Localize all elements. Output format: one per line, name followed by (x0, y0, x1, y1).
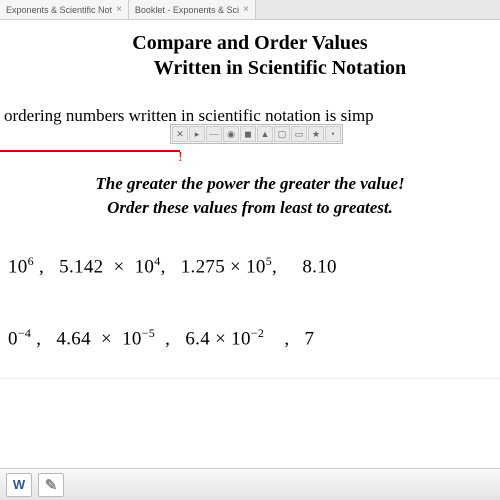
close-icon[interactable]: × (116, 4, 122, 15)
page-title-1: Compare and Order Values (0, 32, 500, 55)
tab-label: Booklet - Exponents & Sci (135, 5, 239, 15)
close-icon[interactable]: × (243, 4, 249, 15)
app-icon[interactable]: ✎ (38, 473, 64, 497)
word-app-icon[interactable]: W (6, 473, 32, 497)
page-break (0, 378, 500, 418)
tool-btn[interactable]: ▢ (274, 126, 290, 142)
instruction-line-1: The greater the power the greater the va… (0, 172, 500, 196)
tool-btn[interactable]: — (206, 126, 222, 142)
tool-btn[interactable]: ★ (308, 126, 324, 142)
tool-btn[interactable]: ▲ (257, 126, 273, 142)
math-row-1: 106 , 5.142 × 104, 1.275 × 105, 8.10 (0, 254, 500, 278)
body-text-partial: ordering numbers written in scientific n… (0, 106, 500, 126)
taskbar: W ✎ (0, 468, 500, 500)
tool-btn[interactable]: ◉ (223, 126, 239, 142)
tab-label: Exponents & Scientific Not (6, 5, 112, 15)
tab-booklet[interactable]: Booklet - Exponents & Sci × (129, 0, 256, 19)
instruction-line-2: Order these values from least to greates… (0, 196, 500, 220)
floating-toolbar: ✕ ▸ — ◉ ◼ ▲ ▢ ▭ ★ • (170, 124, 343, 144)
tool-btn[interactable]: ▸ (189, 126, 205, 142)
page-title-2: Written in Scientific Notation (0, 57, 500, 80)
instruction-block: The greater the power the greater the va… (0, 172, 500, 220)
math-row-2: 0−4 , 4.64 × 10−5 , 6.4 × 10−2 , 7 (0, 326, 500, 350)
tool-btn[interactable]: ▭ (291, 126, 307, 142)
tool-btn[interactable]: ✕ (172, 126, 188, 142)
revision-underline (0, 150, 180, 152)
tab-bar: Exponents & Scientific Not × Booklet - E… (0, 0, 500, 20)
tool-btn[interactable]: • (325, 126, 341, 142)
tool-btn[interactable]: ◼ (240, 126, 256, 142)
revision-mark-icon: ! (178, 150, 183, 166)
tab-exponents[interactable]: Exponents & Scientific Not × (0, 0, 129, 19)
document-area: Compare and Order Values Written in Scie… (0, 20, 500, 418)
